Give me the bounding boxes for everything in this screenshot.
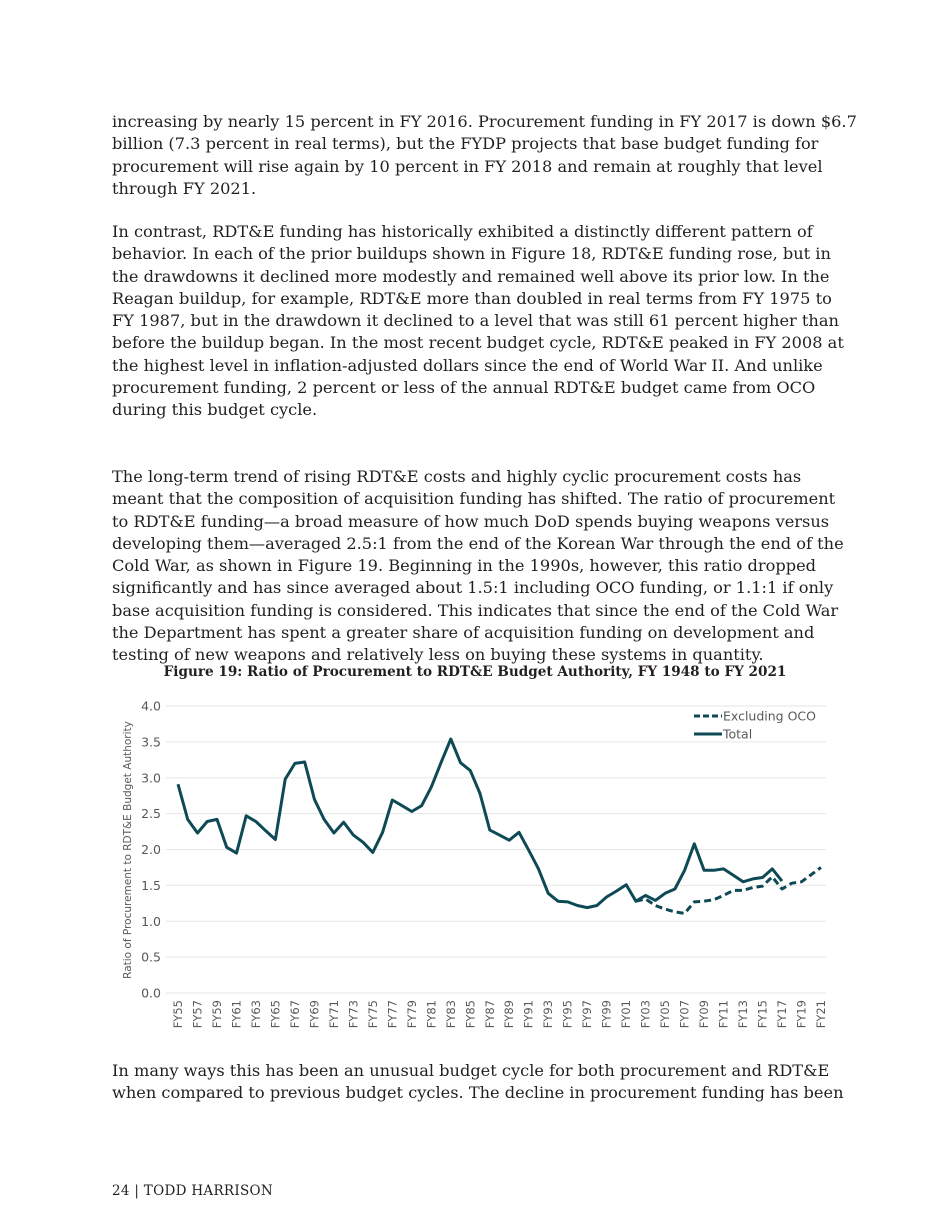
x-tick-label: FY75 — [366, 1000, 380, 1028]
x-tick-label: FY79 — [405, 1000, 419, 1028]
x-tick-label: FY89 — [502, 1000, 516, 1028]
x-tick-label: FY93 — [541, 1000, 555, 1028]
x-tick-label: FY83 — [444, 1000, 458, 1028]
x-tick-label: FY69 — [307, 1000, 321, 1028]
text-line: FY 1987, but in the drawdown it declined… — [112, 311, 839, 331]
y-tick-label: 4.0 — [141, 699, 161, 714]
y-tick-label: 3.5 — [141, 734, 161, 749]
x-tick-label: FY99 — [600, 1000, 614, 1028]
text-line: during this budget cycle. — [112, 400, 318, 420]
x-tick-label: FY21 — [814, 1000, 828, 1028]
series-line-total — [176, 737, 784, 910]
text-line: developing them—averaged 2.5:1 from the … — [112, 533, 844, 553]
x-tick-label: FY59 — [210, 1000, 224, 1028]
x-tick-label: FY65 — [268, 1000, 282, 1028]
x-tick-label: FY77 — [385, 1000, 399, 1028]
text-line: through FY 2021. — [112, 178, 257, 198]
x-tick-label: FY19 — [795, 1000, 809, 1028]
x-tick-label: FY87 — [483, 1000, 497, 1028]
figure-caption: Figure 19: Ratio of Procurement to RDT&E… — [163, 664, 787, 680]
text-line: significantly and has since averaged abo… — [112, 578, 834, 598]
text-line: behavior. In each of the prior buildups … — [112, 244, 831, 264]
text-line: increasing by nearly 15 percent in FY 20… — [112, 112, 857, 131]
x-tick-label: FY61 — [229, 1000, 243, 1028]
text-line: the highest level in inflation-adjusted … — [112, 355, 823, 375]
x-tick-label: FY11 — [717, 1000, 731, 1028]
y-tick-label: 0.0 — [141, 986, 161, 1001]
y-tick-label: 1.0 — [141, 914, 161, 929]
text-line: procurement will rise again by 10 percen… — [112, 156, 823, 176]
x-tick-label: FY57 — [190, 1000, 204, 1028]
x-tick-label: FY09 — [697, 1000, 711, 1028]
x-tick-label: FY07 — [678, 1000, 692, 1028]
x-tick-label: FY73 — [346, 1000, 360, 1028]
text-line: meant that the composition of acquisitio… — [112, 489, 836, 509]
x-tick-label: FY91 — [522, 1000, 536, 1028]
text-line: the drawdowns it declined more modestly … — [112, 266, 830, 286]
x-tick-label: FY55 — [171, 1000, 185, 1028]
text-line: procurement funding, 2 percent or less o… — [112, 378, 816, 398]
x-tick-label: FY85 — [463, 1000, 477, 1028]
x-tick-label: FY01 — [619, 1000, 633, 1028]
paragraph-4: In many ways this has been an unusual bu… — [112, 1060, 852, 1105]
y-axis-label: Ratio of Procurement to RDT&E Budget Aut… — [122, 721, 134, 979]
text-line: testing of new weapons and relatively le… — [112, 645, 764, 665]
y-tick-label: 2.0 — [141, 842, 161, 857]
y-tick-label: 1.5 — [141, 878, 161, 893]
text-line: In many ways this has been an unusual bu… — [112, 1061, 830, 1080]
x-tick-label: FY97 — [580, 1000, 594, 1028]
x-tick-label: FY17 — [775, 1000, 789, 1028]
x-tick-label: FY13 — [736, 1000, 750, 1028]
text-line: Reagan buildup, for example, RDT&E more … — [112, 288, 832, 308]
legend: Excluding OCO Total — [694, 709, 816, 742]
x-tick-label: FY67 — [288, 1000, 302, 1028]
page-footer: 24 | TODD HARRISON — [112, 1183, 274, 1199]
x-tick-label: FY95 — [561, 1000, 575, 1028]
paragraph-3: The long-term trend of rising RDT&E cost… — [112, 466, 852, 667]
x-tick-label: FY03 — [639, 1000, 653, 1028]
x-tick-label: FY05 — [658, 1000, 672, 1028]
x-tick-label: FY81 — [424, 1000, 438, 1028]
series-line-excluding-oco — [635, 866, 822, 915]
text-line: to RDT&E funding—a broad measure of how … — [112, 511, 830, 531]
text-line: The long-term trend of rising RDT&E cost… — [112, 467, 802, 486]
legend-label-excluding-oco: Excluding OCO — [723, 709, 816, 724]
x-tick-label: FY15 — [756, 1000, 770, 1028]
text-line: the Department has spent a greater share… — [112, 623, 815, 643]
x-tick-label: FY71 — [327, 1000, 341, 1028]
y-tick-label: 2.5 — [141, 806, 161, 821]
text-line: billion (7.3 percent in real terms), but… — [112, 134, 819, 154]
text-line: before the buildup began. In the most re… — [112, 333, 844, 353]
text-line: In contrast, RDT&E funding has historica… — [112, 222, 813, 241]
x-tick-label: FY63 — [249, 1000, 263, 1028]
y-tick-label: 0.5 — [141, 950, 161, 965]
text-line: when compared to previous budget cycles.… — [112, 1083, 844, 1103]
y-tick-label: 3.0 — [141, 770, 161, 785]
text-line: Cold War, as shown in Figure 19. Beginni… — [112, 556, 817, 576]
paragraph-2: In contrast, RDT&E funding has historica… — [112, 221, 852, 422]
legend-label-total: Total — [722, 727, 752, 742]
paragraph-1: increasing by nearly 15 percent in FY 20… — [112, 111, 857, 200]
text-line: base acquisition funding is considered. … — [112, 600, 839, 620]
